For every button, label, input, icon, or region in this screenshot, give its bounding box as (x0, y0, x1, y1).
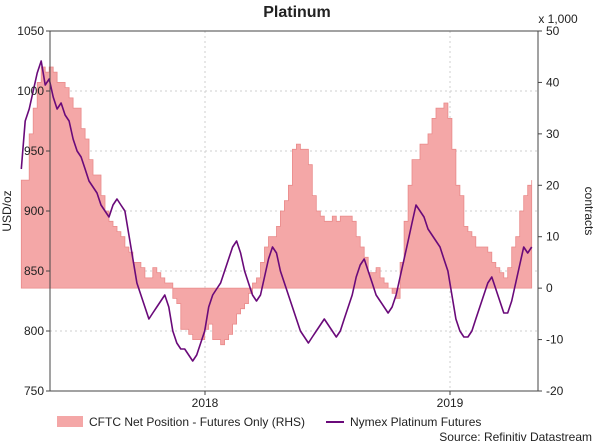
left-axis-ticks: 750 800 850 900 950 1000 1050 (17, 24, 50, 398)
nymex-platinum-line (20, 60, 533, 362)
cftc-area-fill (20, 66, 533, 346)
left-tick-label: 850 (24, 264, 44, 278)
x-tick-label: 2019 (437, 396, 464, 410)
left-tick-label: 800 (24, 324, 44, 338)
x-tick-label: 2018 (192, 396, 219, 410)
left-axis-label: USD/oz (0, 190, 14, 231)
legend-label-nymex: Nymex Platinum Futures (350, 415, 481, 429)
cftc-net-position-area (20, 66, 533, 346)
right-tick-label: 0 (546, 281, 553, 295)
chart-title: Platinum (263, 4, 331, 21)
left-tick-label: 1050 (17, 24, 44, 38)
left-tick-label: 900 (24, 204, 44, 218)
right-axis-ticks: -20 -10 0 10 20 30 40 50 (538, 24, 564, 398)
right-axis-label: contracts (582, 187, 596, 236)
right-tick-label: 40 (546, 75, 560, 89)
right-tick-label: 10 (546, 230, 560, 244)
right-tick-label: -20 (546, 384, 564, 398)
right-axis-unit: x 1,000 (538, 12, 578, 26)
left-tick-label: 750 (24, 384, 44, 398)
right-tick-label: 30 (546, 127, 560, 141)
x-axis-ticks: 2018 2019 (192, 391, 464, 410)
right-tick-label: -10 (546, 333, 564, 347)
nymex-price-line (20, 60, 533, 362)
right-tick-label: 50 (546, 24, 560, 38)
source-note: Source: Refinitiv Datastream (439, 430, 592, 444)
left-tick-label: 1000 (17, 84, 44, 98)
legend-swatch-cftc (57, 416, 83, 427)
legend-label-cftc: CFTC Net Position - Futures Only (RHS) (89, 415, 305, 429)
right-tick-label: 20 (546, 178, 560, 192)
left-tick-label: 950 (24, 144, 44, 158)
legend-item-nymex: Nymex Platinum Futures (326, 415, 481, 429)
legend: CFTC Net Position - Futures Only (RHS) N… (57, 415, 481, 429)
legend-item-cftc: CFTC Net Position - Futures Only (RHS) (57, 415, 305, 429)
